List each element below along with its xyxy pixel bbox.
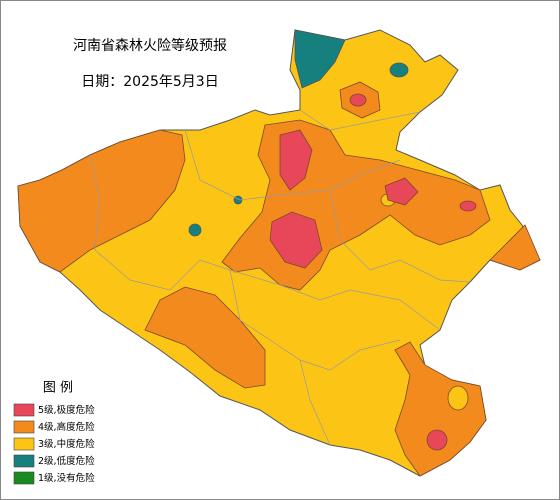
legend: 5级,极度危险 4级,高度危险 3级,中度危险 2级,低度危险 1级,没有危险 [13,403,95,485]
legend-label: 4级,高度危险 [38,421,95,433]
map-title: 河南省森林火险等级预报 [73,37,227,54]
region [349,93,367,107]
legend-label: 3级,中度危险 [38,438,95,450]
region [426,429,448,451]
region [384,177,419,206]
boundary [184,129,401,201]
boundary [329,189,471,283]
region [394,341,487,477]
level2-regions [188,29,409,237]
region [269,211,323,269]
legend-title: 图 例 [43,381,73,396]
level5-regions [269,93,477,451]
legend-swatch [13,471,35,485]
region [447,385,469,411]
legend-swatch [13,454,35,468]
region [459,200,477,212]
legend-label: 2级,低度危险 [38,455,95,467]
county-lines [89,109,471,446]
region [294,29,346,89]
boundary [89,154,441,331]
legend-swatch [13,420,35,434]
region [144,286,266,389]
legend-swatch [13,403,35,417]
region [17,129,186,273]
region [389,62,409,78]
region [489,224,541,271]
region [279,129,313,191]
legend-label: 5级,极度危险 [38,404,95,416]
region [188,223,202,237]
map-date: 日期：2025年5月3日 [81,74,218,90]
legend-swatch [13,437,35,451]
legend-label: 1级,没有危险 [38,472,95,484]
boundary [299,359,331,446]
boundary [299,109,421,131]
